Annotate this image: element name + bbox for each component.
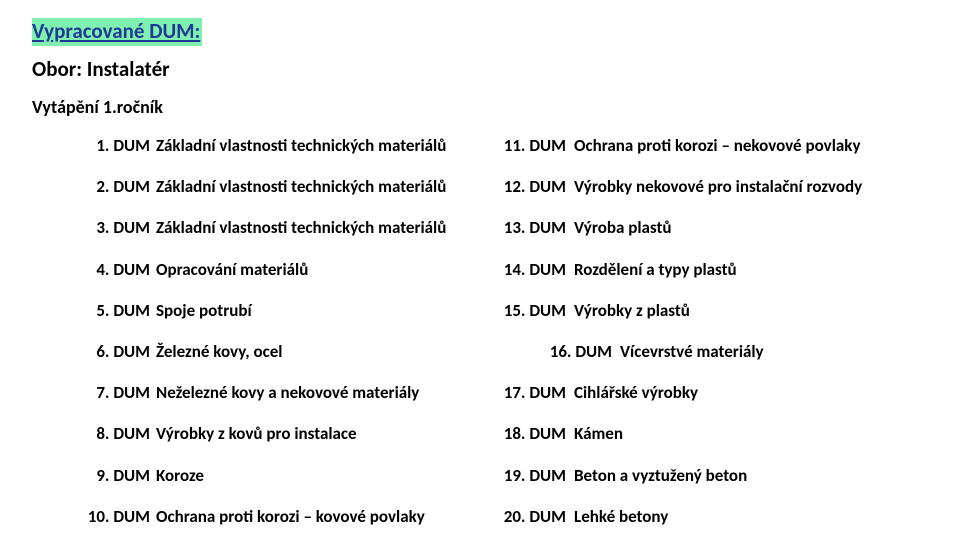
list-text-left: Koroze <box>156 462 496 489</box>
list-text-left: Základní vlastnosti technických materiál… <box>156 173 496 200</box>
list-text-left: Základní vlastnosti technických materiál… <box>156 214 496 241</box>
list-cell-left: 7. DUMNeželezné kovy a nekovové materiál… <box>86 379 496 406</box>
list-area: 1. DUMZákladní vlastnosti technických ma… <box>86 132 928 530</box>
list-row: 3. DUMZákladní vlastnosti technických ma… <box>86 214 928 241</box>
list-cell-right: 13. DUMVýroba plastů <box>496 214 672 241</box>
list-num-right: 15. DUM <box>496 297 574 324</box>
doc-title: Vypracované DUM: <box>32 18 202 46</box>
list-text-right: Beton a vyztužený beton <box>574 462 747 489</box>
list-text-left: Spoje potrubí <box>156 297 496 324</box>
list-text-left: Ochrana proti korozi – kovové povlaky <box>156 503 496 530</box>
list-cell-right: 20. DUMLehké betony <box>496 503 668 530</box>
list-text-right: Výrobky z plastů <box>574 297 690 324</box>
list-cell-left: 3. DUMZákladní vlastnosti technických ma… <box>86 214 496 241</box>
list-num-left: 7. DUM <box>86 379 156 406</box>
list-cell-left: 1. DUMZákladní vlastnosti technických ma… <box>86 132 496 159</box>
list-num-right: 17. DUM <box>496 379 574 406</box>
list-cell-right: 19. DUMBeton a vyztužený beton <box>496 462 747 489</box>
list-cell-right: 12. DUMVýrobky nekovové pro instalační r… <box>496 173 862 200</box>
list-num-right: 16. DUM <box>496 338 620 365</box>
list-cell-left: 9. DUMKoroze <box>86 462 496 489</box>
list-text-right: Výroba plastů <box>574 214 672 241</box>
list-num-right: 12. DUM <box>496 173 574 200</box>
list-cell-right: 11. DUMOchrana proti korozi – nekovové p… <box>496 132 861 159</box>
list-text-left: Základní vlastnosti technických materiál… <box>156 132 496 159</box>
list-cell-left: 2. DUMZákladní vlastnosti technických ma… <box>86 173 496 200</box>
list-num-right: 20. DUM <box>496 503 574 530</box>
list-row: 10. DUMOchrana proti korozi – kovové pov… <box>86 503 928 530</box>
list-num-right: 14. DUM <box>496 256 574 283</box>
list-text-right: Cihlářské výrobky <box>574 379 698 406</box>
list-cell-right: 18. DUMKámen <box>496 420 623 447</box>
list-num-left: 10. DUM <box>86 503 156 530</box>
list-cell-right: 14. DUMRozdělení a typy plastů <box>496 256 737 283</box>
list-num-left: 8. DUM <box>86 420 156 447</box>
list-text-left: Železné kovy, ocel <box>156 338 496 365</box>
list-text-left: Výrobky z kovů pro instalace <box>156 420 496 447</box>
doc-subheading: Vytápění 1.ročník <box>32 96 928 118</box>
list-text-right: Ochrana proti korozi – nekovové povlaky <box>574 132 861 159</box>
list-cell-left: 8. DUMVýrobky z kovů pro instalace <box>86 420 496 447</box>
list-num-right: 19. DUM <box>496 462 574 489</box>
list-text-left: Neželezné kovy a nekovové materiály <box>156 379 496 406</box>
list-row: 4. DUMOpracování materiálů14. DUMRozděle… <box>86 256 928 283</box>
list-cell-right: 17. DUMCihlářské výrobky <box>496 379 698 406</box>
list-text-right: Rozdělení a typy plastů <box>574 256 737 283</box>
doc-subtitle: Obor: Instalatér <box>32 56 928 82</box>
list-num-left: 9. DUM <box>86 462 156 489</box>
list-num-left: 3. DUM <box>86 214 156 241</box>
list-row: 7. DUMNeželezné kovy a nekovové materiál… <box>86 379 928 406</box>
list-row: 9. DUMKoroze19. DUMBeton a vyztužený bet… <box>86 462 928 489</box>
list-row: 5. DUMSpoje potrubí15. DUMVýrobky z plas… <box>86 297 928 324</box>
list-cell-right: 16. DUMVícevrstvé materiály <box>496 338 764 365</box>
list-num-left: 1. DUM <box>86 132 156 159</box>
list-num-right: 13. DUM <box>496 214 574 241</box>
list-num-left: 5. DUM <box>86 297 156 324</box>
list-num-right: 18. DUM <box>496 420 574 447</box>
list-num-left: 4. DUM <box>86 256 156 283</box>
list-row: 6. DUMŽelezné kovy, ocel16. DUMVícevrstv… <box>86 338 928 365</box>
list-row: 1. DUMZákladní vlastnosti technických ma… <box>86 132 928 159</box>
list-row: 8. DUMVýrobky z kovů pro instalace18. DU… <box>86 420 928 447</box>
list-text-right: Kámen <box>574 420 623 447</box>
list-num-right: 11. DUM <box>496 132 574 159</box>
list-row: 2. DUMZákladní vlastnosti technických ma… <box>86 173 928 200</box>
list-cell-left: 4. DUMOpracování materiálů <box>86 256 496 283</box>
list-text-right: Lehké betony <box>574 503 668 530</box>
page: Vypracované DUM: Obor: Instalatér Vytápě… <box>0 0 960 530</box>
list-text-right: Vícevrstvé materiály <box>620 338 764 365</box>
list-num-left: 6. DUM <box>86 338 156 365</box>
list-cell-left: 10. DUMOchrana proti korozi – kovové pov… <box>86 503 496 530</box>
list-num-left: 2. DUM <box>86 173 156 200</box>
list-cell-left: 6. DUMŽelezné kovy, ocel <box>86 338 496 365</box>
list-text-left: Opracování materiálů <box>156 256 496 283</box>
list-text-right: Výrobky nekovové pro instalační rozvody <box>574 173 862 200</box>
list-cell-right: 15. DUMVýrobky z plastů <box>496 297 690 324</box>
list-cell-left: 5. DUMSpoje potrubí <box>86 297 496 324</box>
